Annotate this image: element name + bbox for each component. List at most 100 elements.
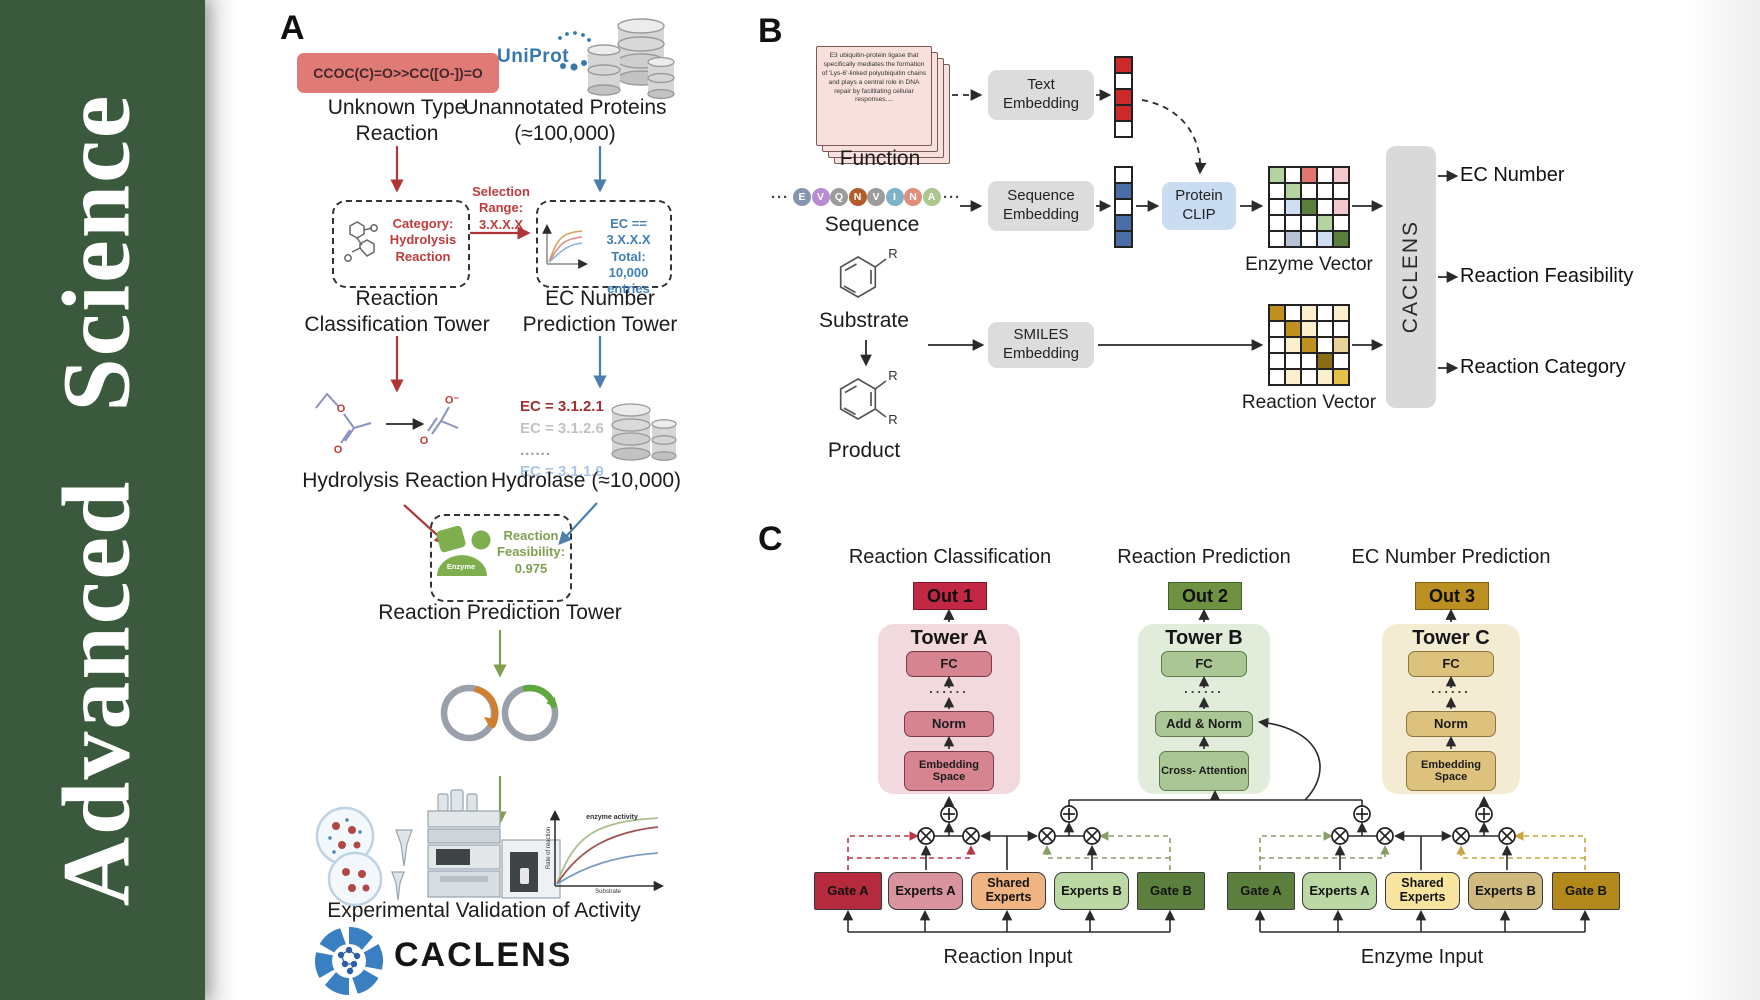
vector-cell xyxy=(1301,183,1317,199)
reaction-prediction-tower-caption: Reaction Prediction Tower xyxy=(378,601,622,624)
vector-cell xyxy=(1285,353,1301,369)
panelC-label: C xyxy=(758,520,783,558)
vector-cell xyxy=(1285,305,1301,321)
ec-range-text: EC == 3.X.X.X Total: 10,000 entries xyxy=(606,216,651,296)
acetate-molecule-icon xyxy=(427,406,459,435)
vector-cell xyxy=(1301,353,1317,369)
sequence-caption: Sequence xyxy=(824,213,920,236)
reaction-experts-B: Experts B xyxy=(1054,872,1129,910)
vector-cell xyxy=(1115,215,1132,231)
vector-cell xyxy=(1285,337,1301,353)
vector-cell xyxy=(1317,183,1333,199)
reaction-gate-A: Gate A xyxy=(814,872,882,910)
vector-cell xyxy=(1269,215,1285,231)
activity-chart-title: enzyme activity xyxy=(586,814,638,821)
residue-circle: V xyxy=(867,188,885,206)
residue-circle: A xyxy=(922,188,941,206)
vector-cell xyxy=(1333,215,1349,231)
smiles-embedding-box: SMILES Embedding xyxy=(988,322,1094,368)
vector-cell xyxy=(1115,57,1132,73)
vector-cell xyxy=(1333,231,1349,247)
enzyme-experts-A: Experts A xyxy=(1302,872,1377,910)
sequence-ellipsis-left: ··· xyxy=(771,189,789,206)
ec-item: EC = 3.1.1.9 xyxy=(520,463,604,481)
reaction-vector-grid xyxy=(1268,304,1350,386)
panelB-arrows xyxy=(860,89,1459,374)
product-caption: Product xyxy=(827,439,901,462)
residue-circle: V xyxy=(811,188,830,206)
product-r-label: R xyxy=(888,368,898,383)
tower-A-dots: ...... xyxy=(929,681,969,696)
enzyme-vector-caption: Enzyme Vector xyxy=(1245,254,1373,275)
vector-cell xyxy=(1301,215,1317,231)
residue-circle: I xyxy=(885,188,904,206)
selection-range-label: Selection Range: 3.X.X.X xyxy=(472,184,530,232)
vector-cell xyxy=(1317,231,1333,247)
activity-chart-ylabel: Rate of reaction xyxy=(546,826,552,870)
sequence-embedding-box: Sequence Embedding xyxy=(988,181,1094,231)
caclens-logo-text: CACLENS xyxy=(394,936,573,974)
vector-cell xyxy=(1333,321,1349,337)
vector-cell xyxy=(1269,199,1285,215)
function-caption: Function xyxy=(839,147,921,170)
sequence-ellipsis-right: ··· xyxy=(943,189,961,206)
vector-cell xyxy=(1333,337,1349,353)
ec-item: EC = 3.1.2.1 xyxy=(520,398,604,415)
tower-A-title: Tower A xyxy=(910,627,988,649)
category-text: Category: Hydrolysis Reaction xyxy=(389,216,457,264)
gate-dashed-paths xyxy=(847,831,1586,870)
tower-B-fc: FC xyxy=(1161,651,1247,677)
uniprot-logo-text: UniProt xyxy=(497,46,570,67)
vector-cell xyxy=(1269,369,1285,385)
vector-cell xyxy=(1333,305,1349,321)
reaction-gate-B: Gate B xyxy=(1137,872,1205,910)
out1-box: Out 1 xyxy=(913,582,987,610)
vector-cell xyxy=(1115,73,1132,89)
database-small-icon xyxy=(611,403,677,461)
tower-A-embedding-space: Embedding Space xyxy=(904,751,994,791)
feasibility-dashed-box: Reaction Feasibility: 0.975 xyxy=(430,514,572,602)
activity-chart-xlabel: Substrate xyxy=(595,889,621,895)
vector-cell xyxy=(1317,215,1333,231)
substrate-caption: Substrate xyxy=(819,309,909,332)
journal-title: Advanced Science xyxy=(42,93,150,907)
enzyme-blob-label: Enzyme xyxy=(446,562,476,571)
output-ec-number: EC Number xyxy=(1460,164,1565,186)
page-right-shadow xyxy=(1690,0,1760,1000)
reaction-experts-A: Experts A xyxy=(888,872,963,910)
vector-cell xyxy=(1301,369,1317,385)
vector-cell xyxy=(1285,321,1301,337)
vector-cell xyxy=(1269,305,1285,321)
sequence-embedding-vector xyxy=(1114,166,1133,248)
tower-C-fc: FC xyxy=(1408,651,1494,677)
tower-C-dots: ...... xyxy=(1431,681,1471,696)
vector-cell xyxy=(1333,369,1349,385)
vector-cell xyxy=(1317,305,1333,321)
out3-box: Out 3 xyxy=(1415,582,1489,610)
vector-cell xyxy=(1317,353,1333,369)
vector-cell xyxy=(1115,183,1132,199)
vector-cell xyxy=(1301,199,1317,215)
vector-cell xyxy=(1269,337,1285,353)
atom-O: O xyxy=(333,444,343,456)
enzyme-gate-B: Gate B xyxy=(1552,872,1620,910)
atom-O: O xyxy=(419,435,429,447)
residue-circle: N xyxy=(848,188,867,206)
panelC-out-arrows xyxy=(943,608,1457,622)
vector-cell xyxy=(1115,121,1132,137)
tower-B-add-norm: Add & Norm xyxy=(1155,711,1253,737)
plasmid-icons xyxy=(440,684,559,742)
tower-B-dots: ...... xyxy=(1184,681,1224,696)
vector-cell xyxy=(1317,321,1333,337)
vector-cell xyxy=(1333,183,1349,199)
vector-cell xyxy=(1285,369,1301,385)
vector-cell xyxy=(1301,231,1317,247)
unknown-reaction-caption: Unknown Type Reaction xyxy=(327,96,467,145)
vector-cell xyxy=(1333,353,1349,369)
vector-cell xyxy=(1317,369,1333,385)
ester-molecule-icon xyxy=(315,392,372,444)
tower-B-cross-attention: Cross- Attention xyxy=(1159,751,1249,791)
ec-candidate-list: EC = 3.1.2.1 EC = 3.1.2.6 ...... EC = 3.… xyxy=(520,396,604,483)
vector-cell xyxy=(1269,231,1285,247)
atom-O: O xyxy=(336,403,346,415)
